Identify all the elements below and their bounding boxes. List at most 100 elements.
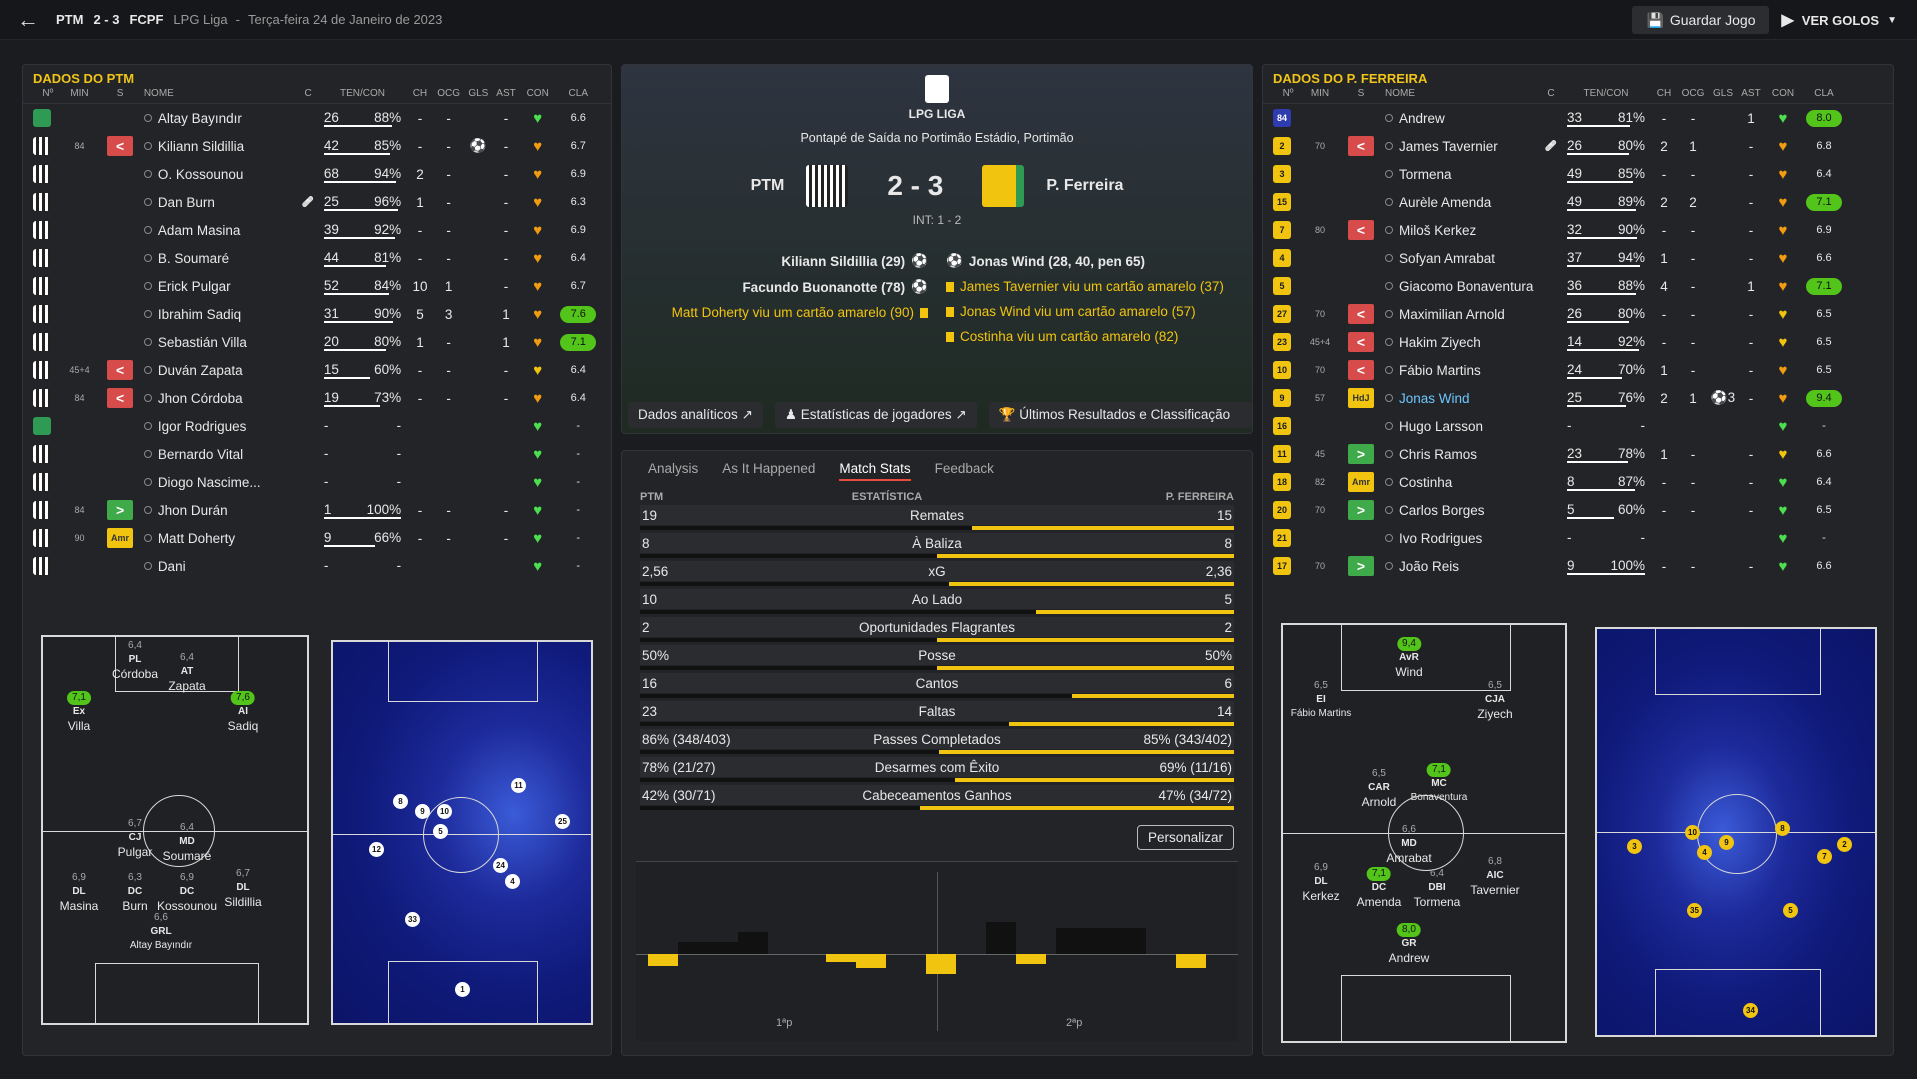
player-name-text[interactable]: Ivo Rodrigues: [1399, 530, 1483, 546]
back-arrow-icon[interactable]: ←: [17, 6, 39, 32]
player-row[interactable]: 23 45+4 < Hakim Ziyech 14 92% - - - ♥ 6.5: [1263, 328, 1893, 356]
player-name-text[interactable]: Miloš Kerkez: [1399, 222, 1477, 238]
formation-player[interactable]: 6,4 PL Córdoba: [112, 639, 158, 681]
formation-player[interactable]: 6,9 DC Kossounou: [157, 871, 217, 913]
player-name-text[interactable]: Jhon Durán: [157, 502, 228, 518]
formation-player[interactable]: 6,4 AT Zapata: [168, 651, 205, 693]
formation-player[interactable]: 9,4 AvR Wind: [1395, 635, 1423, 679]
heatmap-player-node[interactable]: 4: [505, 874, 520, 889]
col-num-header[interactable]: Nº: [1282, 88, 1294, 99]
col-min-header[interactable]: MIN: [1310, 88, 1330, 99]
heatmap-player-node[interactable]: 8: [1775, 821, 1790, 836]
col-gls-header[interactable]: GLS: [468, 88, 489, 99]
player-name-text[interactable]: Diogo Nascime...: [157, 474, 261, 490]
player-name-text[interactable]: Costinha: [1399, 474, 1453, 490]
results-link[interactable]: 🏆 Últimos Resultados e Classificação: [988, 402, 1252, 428]
col-s-header[interactable]: S: [1357, 88, 1365, 99]
formation-player[interactable]: 7,6 AI Sadiq: [228, 689, 258, 733]
sub-on-button[interactable]: >: [107, 500, 134, 520]
player-name-text[interactable]: Jonas Wind: [1399, 390, 1470, 406]
heatmap-player-node[interactable]: 11: [511, 778, 526, 793]
player-row[interactable]: 11 45 > Chris Ramos 23 78% 1 - - ♥ 6.6: [1263, 440, 1893, 468]
formation-player[interactable]: 6,5 CAR Arnold: [1362, 767, 1397, 809]
player-name-text[interactable]: Andrew: [1399, 110, 1445, 126]
player-name-text[interactable]: Maximilian Arnold: [1399, 306, 1505, 322]
tab-match-stats[interactable]: Match Stats: [839, 461, 911, 481]
player-name-text[interactable]: Carlos Borges: [1399, 502, 1485, 518]
card-badge[interactable]: HdJ: [1348, 388, 1374, 408]
formation-player[interactable]: 6,7 DL Sildillia: [224, 867, 261, 909]
player-name-text[interactable]: Matt Doherty: [157, 530, 236, 546]
heatmap-player-node[interactable]: 10: [1685, 825, 1700, 840]
col-name-header[interactable]: NOME: [143, 88, 174, 99]
heatmap-player-node[interactable]: 24: [493, 858, 508, 873]
heatmap-player-node[interactable]: 10: [437, 804, 452, 819]
formation-player[interactable]: 6,9 DL Kerkez: [1302, 861, 1339, 903]
sub-off-button[interactable]: <: [107, 136, 134, 156]
heatmap-player-node[interactable]: 4: [1697, 845, 1712, 860]
col-c-header[interactable]: C: [304, 88, 312, 99]
col-gls-header[interactable]: GLS: [1712, 88, 1733, 99]
tab-as-it-happened[interactable]: As It Happened: [722, 461, 816, 476]
save-game-button[interactable]: 💾 Guardar Jogo: [1632, 6, 1770, 34]
sub-off-button[interactable]: <: [1348, 360, 1374, 380]
customize-button[interactable]: Personalizar: [1136, 825, 1234, 850]
formation-player[interactable]: 6,4 MD Soumaré: [163, 821, 212, 863]
player-name-text[interactable]: Hakim Ziyech: [1399, 334, 1481, 350]
formation-player[interactable]: 6,4 DBI Tormena: [1414, 867, 1461, 909]
player-stats-link[interactable]: ♟ Estatísticas de jogadores ↗: [774, 402, 977, 428]
col-cla-header[interactable]: CLA: [1814, 88, 1834, 99]
player-row[interactable]: 84 < Jhon Córdoba 19 73% - - - ♥ 6.4: [23, 384, 611, 412]
player-row[interactable]: Igor Rodrigues - - ♥ -: [23, 412, 611, 440]
player-row[interactable]: Bernardo Vital - - ♥ -: [23, 440, 611, 468]
heatmap-player-node[interactable]: 25: [555, 814, 570, 829]
player-name-text[interactable]: Dan Burn: [157, 194, 215, 210]
player-row[interactable]: 21 Ivo Rodrigues - - ♥ -: [1263, 524, 1893, 552]
col-cla-header[interactable]: CLA: [568, 88, 588, 99]
sub-off-button[interactable]: <: [1348, 136, 1374, 156]
analytics-link[interactable]: Dados analíticos ↗: [628, 402, 763, 428]
player-name-text[interactable]: João Reis: [1399, 558, 1460, 574]
formation-player[interactable]: 6,6 GRL Altay Bayındır: [130, 911, 192, 953]
player-row[interactable]: 2 70 < James Tavernier 🩹 26 80% 2 1 - ♥ 6.8: [1263, 132, 1893, 160]
formation-player[interactable]: 6,3 DC Burn: [122, 871, 147, 913]
player-row[interactable]: Sebastián Villa 20 80% 1 - 1 ♥ 7.1: [23, 328, 611, 356]
player-row[interactable]: 84 > Jhon Durán 1 100% - - - ♥ -: [23, 496, 611, 524]
formation-player[interactable]: 7,1 DC Amenda: [1357, 865, 1401, 909]
player-name-text[interactable]: Dani: [157, 558, 186, 574]
player-name-text[interactable]: O. Kossounou: [157, 166, 244, 182]
player-row[interactable]: 84 Andrew 33 81% - -1 ♥ 8.0: [1263, 104, 1893, 132]
player-row[interactable]: 90 Amr Matt Doherty 9 66% - - - ♥ -: [23, 524, 611, 552]
heatmap-player-node[interactable]: 7: [1817, 849, 1832, 864]
formation-player[interactable]: 6,7 CJ Pulgar: [118, 817, 153, 859]
sub-on-button[interactable]: >: [1348, 444, 1374, 464]
player-name-text[interactable]: Tormena: [1399, 166, 1452, 182]
player-name-text[interactable]: Aurèle Amenda: [1399, 194, 1492, 210]
player-row[interactable]: Erick Pulgar 52 84% 10 1 - ♥ 6.7: [23, 272, 611, 300]
player-name-text[interactable]: Altay Bayındır: [157, 110, 242, 126]
player-row[interactable]: 3 Tormena 49 85% - - - ♥ 6.4: [1263, 160, 1893, 188]
player-name-text[interactable]: Adam Masina: [157, 222, 241, 238]
col-con-header[interactable]: CON: [1771, 88, 1795, 99]
player-name-text[interactable]: Hugo Larsson: [1399, 418, 1484, 434]
formation-player[interactable]: 6,5 EI Fábio Martins: [1291, 679, 1352, 721]
col-s-header[interactable]: S: [116, 88, 124, 99]
sub-on-button[interactable]: >: [1348, 556, 1374, 576]
heatmap-player-node[interactable]: 35: [1687, 903, 1702, 918]
player-row[interactable]: 45+4 < Duván Zapata 15 60% - - - ♥ 6.4: [23, 356, 611, 384]
sub-off-button[interactable]: <: [107, 360, 134, 380]
player-row[interactable]: 20 70 > Carlos Borges 5 60% - - - ♥ 6.5: [1263, 496, 1893, 524]
player-name-text[interactable]: Chris Ramos: [1399, 446, 1478, 462]
heatmap-player-node[interactable]: 2: [1837, 837, 1852, 852]
player-row[interactable]: 84 < Kiliann Sildillia 42 85% - - ⚽ - ♥ 6.7: [23, 132, 611, 160]
player-name-text[interactable]: Duván Zapata: [157, 362, 243, 378]
player-row[interactable]: Diogo Nascime... - - ♥ -: [23, 468, 611, 496]
formation-player[interactable]: 7,1 Ex Villa: [67, 689, 91, 733]
player-name-text[interactable]: James Tavernier: [1399, 138, 1498, 154]
col-num-header[interactable]: Nº: [42, 88, 54, 99]
player-row[interactable]: Dani - - ♥ -: [23, 552, 611, 580]
sub-off-button[interactable]: <: [1348, 220, 1374, 240]
heatmap-player-node[interactable]: 9: [1719, 835, 1734, 850]
player-name-text[interactable]: B. Soumaré: [157, 250, 230, 266]
col-ch-header[interactable]: CH: [1656, 88, 1672, 99]
